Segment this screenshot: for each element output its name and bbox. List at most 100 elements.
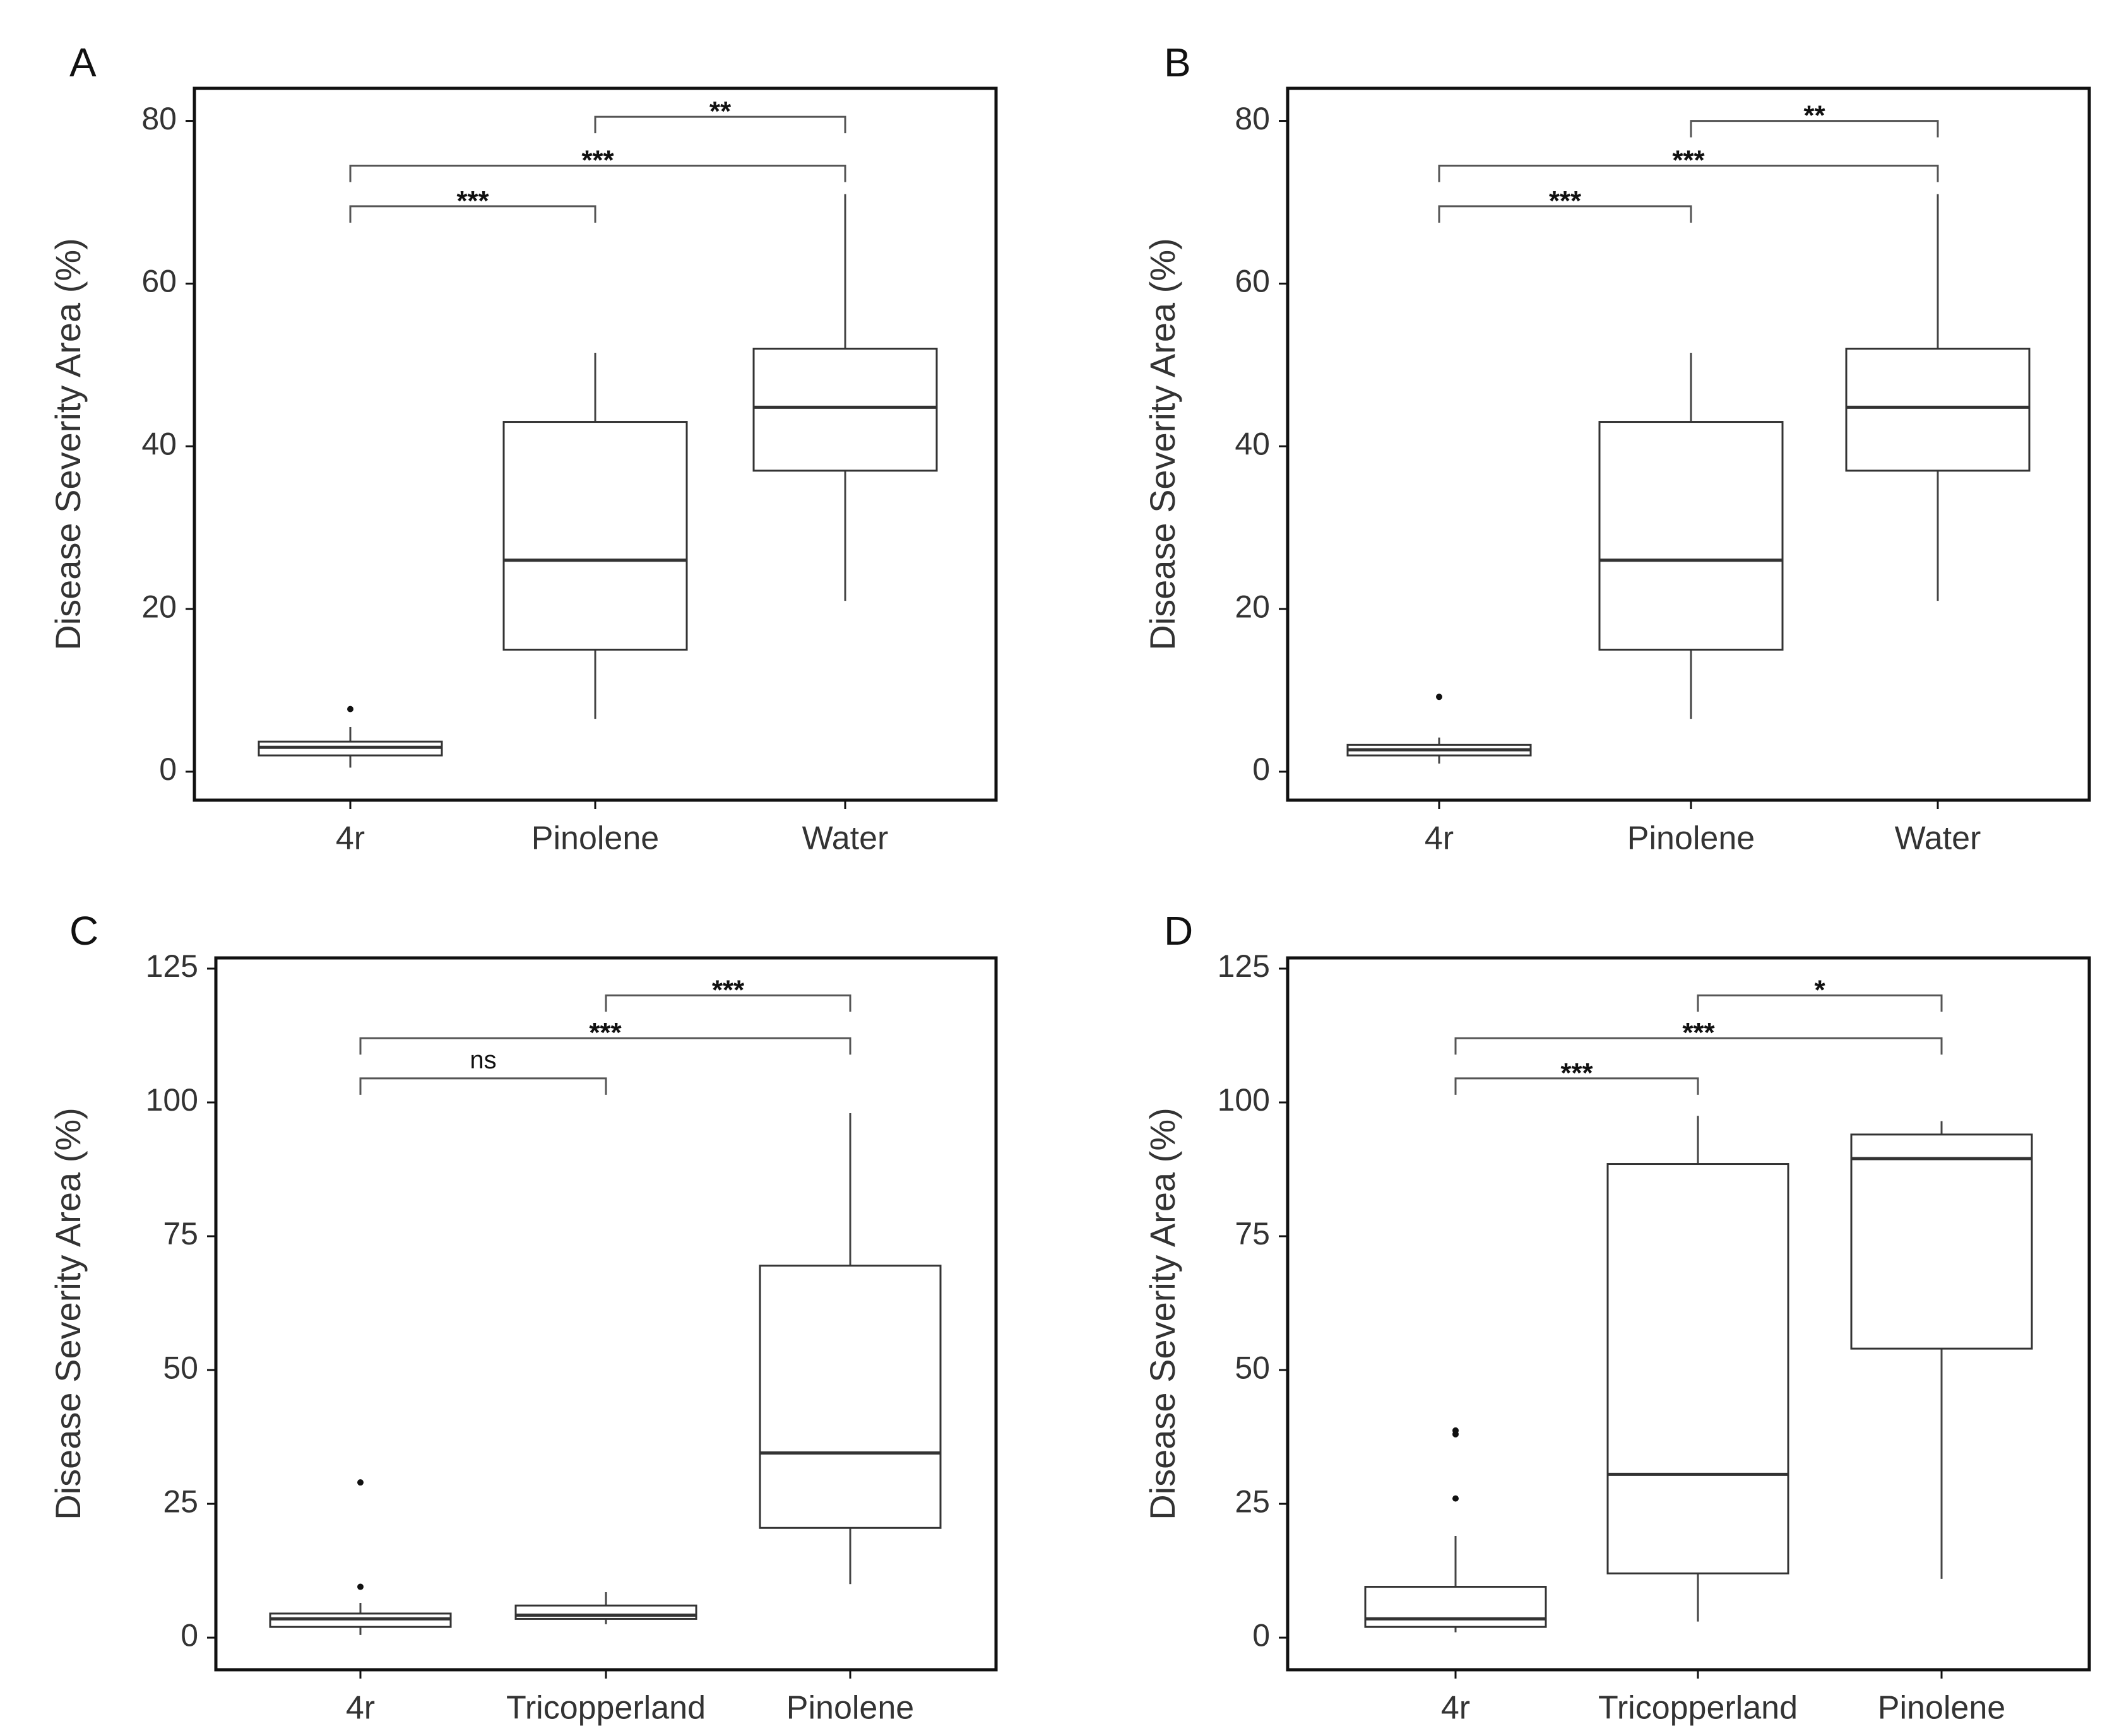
y-tick-label: 125 [146, 948, 198, 984]
box-tricopperland [1606, 1116, 1789, 1622]
significance-label: *** [1549, 186, 1582, 216]
x-tick-label: Pinolene [1878, 1690, 2005, 1727]
significance-label: *** [1560, 1058, 1593, 1089]
x-tick-label: Pinolene [1627, 820, 1755, 857]
significance-bracket: *** [349, 145, 846, 182]
y-tick-label: 40 [1235, 426, 1270, 461]
bracket-line [1454, 1037, 1943, 1055]
outlier-point [1452, 1495, 1459, 1502]
y-tick-label: 40 [141, 426, 177, 461]
iqr-box [1598, 421, 1784, 651]
box-water [1845, 194, 2031, 601]
x-tick-label: 4r [336, 820, 365, 857]
box-pinolene [759, 1113, 942, 1585]
y-tick-label: 20 [141, 589, 177, 624]
y-tick-label: 25 [1235, 1484, 1270, 1519]
significance-bracket: *** [1454, 1058, 1699, 1095]
bracket-line [594, 115, 846, 134]
iqr-box [1606, 1163, 1789, 1574]
x-tick-label: 4r [1441, 1690, 1470, 1727]
significance-bracket: *** [359, 1017, 851, 1055]
bracket-line [1454, 1077, 1699, 1095]
bracket-line [1690, 120, 1939, 138]
significance-label: *** [456, 186, 489, 216]
box-4r [258, 706, 443, 768]
box-tricopperland [514, 1592, 697, 1624]
significance-bracket: ns [359, 1046, 607, 1095]
bracket-line [1438, 205, 1692, 223]
iqr-box [1364, 1586, 1547, 1628]
box-pinolene [1850, 1121, 2033, 1579]
panel-d: D Disease Severity Area (%) 0 25 50 75 100 125 4… [1142, 908, 2091, 1727]
iqr-box [1850, 1133, 2033, 1350]
y-tick-label: 0 [159, 752, 177, 787]
box-pinolene [1598, 352, 1784, 719]
y-tick-label: 50 [1235, 1350, 1270, 1385]
x-tick-label: 4r [1425, 820, 1454, 857]
y-tick-label: 20 [1235, 589, 1270, 624]
y-axis-label: Disease Severity Area (%) [48, 1107, 88, 1520]
y-tick-label: 0 [1252, 752, 1270, 787]
significance-label: *** [712, 974, 745, 1005]
x-tick-label: Water [802, 820, 889, 857]
panel-b: B Disease Severity Area (%) 0 20 40 60 80 4r Pin… [1142, 40, 2091, 857]
significance-label: * [1814, 974, 1825, 1005]
y-tick-label: 60 [1235, 264, 1270, 299]
bracket-line [359, 1037, 851, 1055]
y-axis-label: Disease Severity Area (%) [1142, 238, 1182, 651]
plot-frame [1286, 956, 2091, 1672]
panel-letter: B [1164, 40, 1191, 85]
box-pinolene [502, 352, 688, 719]
iqr-box [502, 421, 688, 651]
significance-label: ** [709, 96, 732, 127]
bracket-line [1438, 164, 1939, 182]
panel-c: C Disease Severity Area (%) 0 25 50 75 100 125 4… [48, 908, 998, 1727]
plot-frame [214, 956, 998, 1672]
significance-bracket: * [1697, 974, 1943, 1012]
outlier-point [1452, 1427, 1459, 1434]
box-4r [1346, 694, 1532, 764]
significance-bracket: ** [1690, 100, 1939, 138]
significance-label: *** [581, 145, 614, 175]
significance-bracket: *** [1454, 1017, 1943, 1055]
panel-letter: C [69, 908, 98, 954]
box-4r [269, 1479, 452, 1635]
significance-label: *** [1682, 1017, 1715, 1048]
y-tick-label: 125 [1218, 948, 1270, 984]
panel-letter: A [69, 40, 97, 85]
y-tick-label: 0 [1252, 1617, 1270, 1653]
bracket-line [349, 164, 846, 182]
y-tick-label: 50 [163, 1350, 198, 1385]
y-tick-label: 25 [163, 1484, 198, 1519]
significance-label: ** [1803, 100, 1825, 131]
iqr-box [752, 348, 938, 472]
panel-letter: D [1164, 908, 1193, 954]
y-tick-label: 100 [146, 1082, 198, 1118]
x-tick-label: 4r [346, 1690, 375, 1727]
y-tick-label: 60 [141, 264, 177, 299]
bracket-line [359, 1077, 607, 1095]
significance-bracket: *** [1438, 186, 1692, 223]
outlier-point [347, 706, 353, 712]
plot-frame [1286, 86, 2091, 802]
outlier-point [357, 1479, 364, 1486]
y-tick-label: 75 [163, 1216, 198, 1251]
bracket-line [349, 205, 596, 223]
significance-bracket: *** [349, 186, 596, 223]
x-tick-label: Tricopperland [506, 1690, 706, 1727]
x-tick-label: Water [1895, 820, 1981, 857]
bracket-line [605, 994, 851, 1012]
x-tick-label: Pinolene [786, 1690, 914, 1727]
y-axis-label: Disease Severity Area (%) [1142, 1107, 1182, 1520]
significance-bracket: *** [605, 974, 851, 1012]
panel-a: A Disease Severity Area (%) 0 20 40 60 80 4r Pin… [48, 40, 998, 857]
significance-label: ns [470, 1046, 496, 1074]
iqr-box [759, 1265, 942, 1529]
outlier-point [1436, 694, 1442, 700]
x-tick-label: Tricopperland [1598, 1690, 1798, 1727]
bracket-line [1697, 994, 1943, 1012]
significance-bracket: ** [594, 96, 846, 134]
significance-bracket: *** [1438, 145, 1939, 182]
y-tick-label: 0 [181, 1617, 198, 1653]
y-axis-label: Disease Severity Area (%) [48, 238, 88, 651]
